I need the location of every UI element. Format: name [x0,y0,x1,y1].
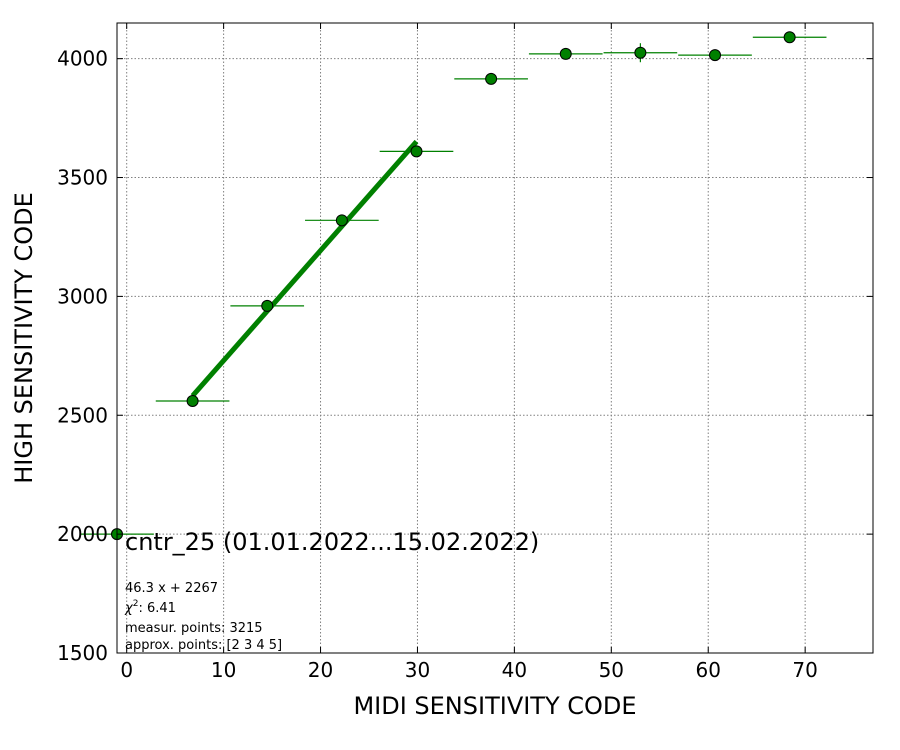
fit-line-group [190,139,419,398]
x-tick-label: 70 [792,658,817,682]
x-tick-label: 10 [211,658,236,682]
data-point [186,395,199,407]
x-tick-labels: 0 10 20 30 40 50 60 70 [120,658,818,682]
chi-squared: χ2: 6.41 [124,599,176,616]
y-tick-label: 3000 [57,284,108,308]
plot-frame [116,22,874,654]
data-point [410,145,423,158]
x-tick-label: 40 [502,658,527,682]
x-tick-label: 20 [308,658,333,682]
data-point [783,31,796,44]
fit-equation: 46.3 x + 2267 [125,581,218,596]
y-tick-label: 2500 [57,403,108,427]
y-tick-labels: 1500 2000 2500 3000 3500 4000 [57,47,108,665]
approx-points: approx. points: [2 3 4 5] [125,638,282,653]
y-tick-label: 4000 [57,47,108,71]
data-point [261,299,274,312]
y-tick-label: 3500 [57,166,108,190]
chi-exponent: 2 [133,599,139,609]
chart-title: cntr_25 (01.01.2022...15.02.2022) [125,528,539,556]
chi-symbol: χ [124,601,134,616]
data-point [335,214,348,227]
y-tick-label: 2000 [57,522,108,546]
ticks [117,23,873,654]
x-tick-label: 0 [120,658,133,682]
data-point [709,49,722,62]
x-tick-label: 60 [696,658,721,682]
data-points [111,31,796,541]
x-tick-label: 50 [599,658,624,682]
chi-value: : 6.41 [138,601,175,616]
data-point [485,72,498,85]
data-point [559,47,572,60]
y-tick-label: 1500 [57,641,108,665]
x-axis-label: MIDI SENSITIVITY CODE [353,692,636,720]
x-tick-label: 30 [405,658,430,682]
fit-line [190,139,419,398]
data-point [634,46,647,59]
y-axis-label: HIGH SENSITIVITY CODE [10,192,38,484]
measure-points: measur. points: 3215 [125,621,263,636]
